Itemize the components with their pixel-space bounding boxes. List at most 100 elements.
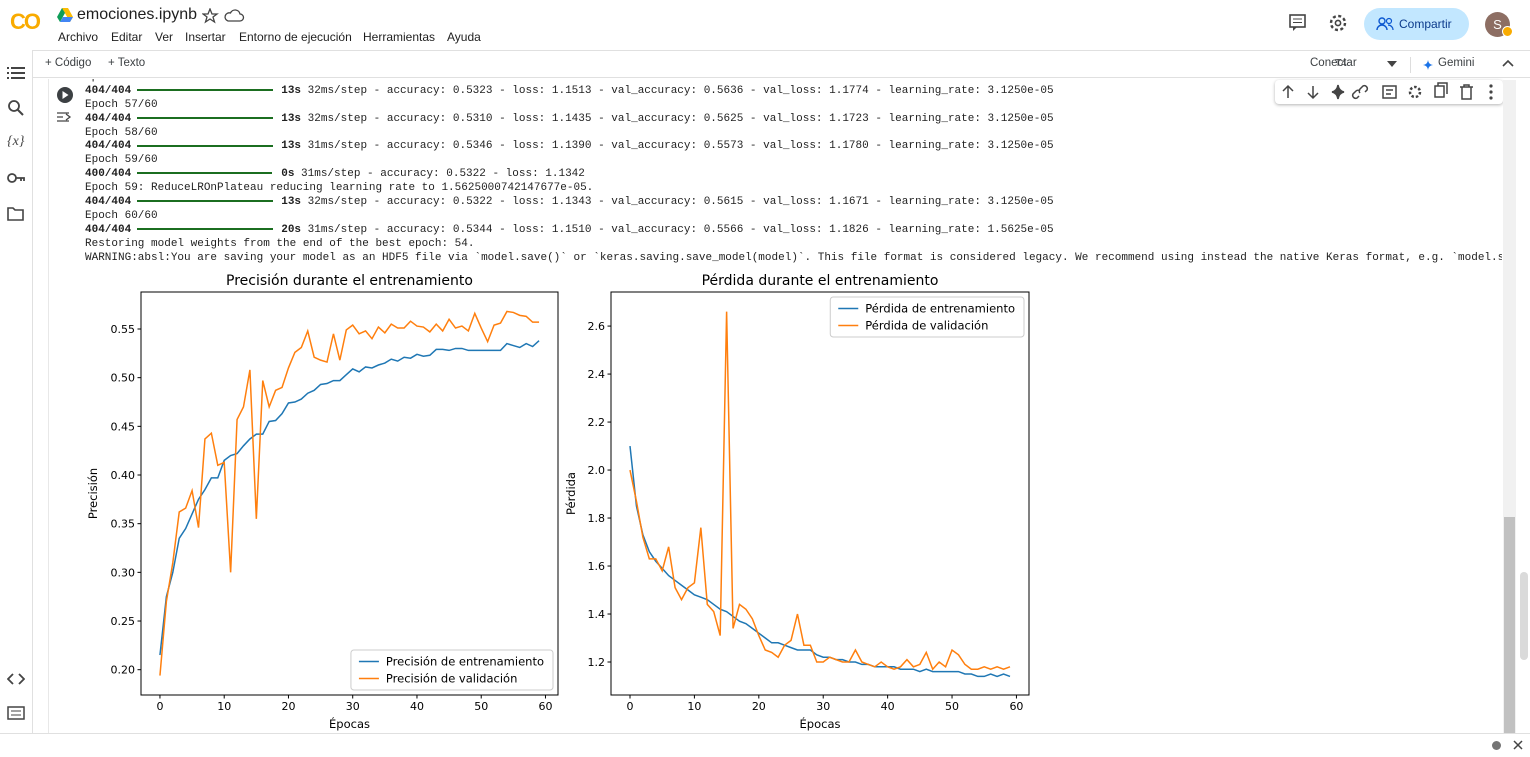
output-line: Epoch 59/60 xyxy=(85,154,1502,168)
progress-bar xyxy=(137,172,273,175)
output-line: 404/404 13s 31ms/step - accuracy: 0.5346 … xyxy=(85,140,1502,154)
variables-icon[interactable]: {x} xyxy=(7,134,25,149)
step-time: 13s xyxy=(281,196,302,209)
progress-bar xyxy=(137,144,274,147)
x-tick-label: 40 xyxy=(410,700,424,713)
axes-frame xyxy=(140,291,559,696)
log-text: Epoch 58/60 xyxy=(85,126,158,139)
step-time: 0s xyxy=(281,168,295,181)
output-line: 404/404 20s 31ms/step - accuracy: 0.5344 … xyxy=(85,224,1502,238)
close-icon[interactable] xyxy=(1513,740,1523,750)
y-tick-label: 0.20 xyxy=(111,664,136,677)
menu-item[interactable]: Editar xyxy=(111,30,143,44)
log-text: Epoch 60/60 xyxy=(85,209,158,222)
dropdown-arrow[interactable] xyxy=(1387,61,1397,67)
connect[interactable]: Conectar xyxy=(1310,57,1357,69)
terminal-icon[interactable] xyxy=(7,706,25,720)
progress-fill xyxy=(137,172,272,175)
gemini-icon xyxy=(1423,60,1433,70)
search-icon[interactable] xyxy=(8,100,24,116)
log-text: 31ms/step - accuracy: 0.5344 - loss: 1.1… xyxy=(307,223,1054,236)
axes-frame xyxy=(610,291,1030,696)
files-icon[interactable] xyxy=(7,207,24,221)
progress-steps: 404/404 xyxy=(85,196,132,209)
x-tick-label: 60 xyxy=(538,700,552,713)
progress-steps: 404/404 xyxy=(85,140,132,153)
progress-bar xyxy=(137,200,274,203)
plot-area xyxy=(611,292,1029,695)
x-axis-label: Épocas xyxy=(800,716,841,731)
cell-toolbar-icons[interactable] xyxy=(1275,80,1503,104)
log-text: Epoch 59/60 xyxy=(85,154,158,167)
step-time: 13s xyxy=(281,112,302,125)
legend-label: Pérdida de validación xyxy=(865,319,988,333)
cell-border xyxy=(48,79,49,733)
status-bar xyxy=(0,733,1530,757)
menu-item[interactable]: Herramientas xyxy=(363,30,436,44)
add-text[interactable]: + Texto xyxy=(108,57,146,69)
chart-title: Pérdida durante el entrenamiento xyxy=(702,273,939,289)
header-icons[interactable] xyxy=(1288,13,1350,33)
scrollbar-thumb[interactable] xyxy=(1504,517,1515,733)
code-snippets-icon[interactable] xyxy=(7,673,25,685)
y-tick-label: 1.6 xyxy=(588,560,606,573)
avatar-badge xyxy=(1502,26,1513,37)
y-tick-label: 0.45 xyxy=(111,420,136,433)
menu-item[interactable]: Entorno de ejecución xyxy=(239,30,352,44)
legend-box xyxy=(350,649,554,691)
collapse-arrow[interactable] xyxy=(1502,59,1514,67)
share-label: Compartir xyxy=(1399,17,1452,31)
secrets-icon[interactable] xyxy=(7,172,25,184)
legend-box xyxy=(829,296,1025,338)
series-line xyxy=(629,445,1011,678)
runtime-type: T4 xyxy=(1335,58,1347,69)
divider xyxy=(1410,57,1411,73)
log-text: 32ms/step - accuracy: 0.5310 - loss: 1.1… xyxy=(307,112,1054,125)
y-tick-label: 0.35 xyxy=(111,518,136,531)
progress-fill xyxy=(137,200,274,203)
progress-bar xyxy=(137,88,274,91)
menu-item[interactable]: Ver xyxy=(155,30,174,44)
progress-steps: 404/404 xyxy=(85,223,132,236)
sidebar: {x} xyxy=(0,50,33,733)
status-dot xyxy=(1492,741,1501,750)
toolbar: + Código + Texto Conectar T4 Gemini xyxy=(0,50,1530,78)
notebook-title[interactable]: emociones.ipynb xyxy=(77,6,198,23)
log-text: 32ms/step - accuracy: 0.5323 - loss: 1.1… xyxy=(307,84,1054,97)
page-scrollbar-thumb[interactable] xyxy=(1520,572,1528,660)
menu-item[interactable]: Archivo xyxy=(58,30,99,44)
legend-label: Precisión de validación xyxy=(386,672,517,686)
gemini[interactable]: Gemini xyxy=(1438,57,1475,69)
charts: 0 10 20 30 40 50 60 0.20 0.25 0.30 0.35 0.40 0.45 0.5… xyxy=(86,273,1030,731)
progress-fill xyxy=(137,227,274,230)
scrollbar-track xyxy=(1503,80,1516,733)
progress-steps: 404/404 xyxy=(85,112,132,125)
log-text: Epoch 57/60 xyxy=(85,98,158,111)
y-tick-label: 2.4 xyxy=(588,368,606,381)
x-tick-label: 60 xyxy=(1009,700,1023,713)
log-text: 31ms/step - accuracy: 0.5346 - loss: 1.1… xyxy=(307,140,1054,153)
add-code[interactable]: + Código xyxy=(45,57,92,69)
output-line: 404/404 13s 32ms/step - accuracy: 0.5322 … xyxy=(85,196,1502,210)
log-text: Epoch 59: ReduceLROnPlateau reducing lea… xyxy=(85,182,594,195)
menu-item[interactable]: Ayuda xyxy=(447,30,481,44)
output-icon[interactable] xyxy=(57,112,72,122)
logo[interactable]: CO xyxy=(10,9,41,34)
toc-icon[interactable] xyxy=(7,66,25,80)
y-axis-label: Pérdida xyxy=(564,472,578,515)
progress-fill xyxy=(137,144,274,147)
progress-steps: 404/404 xyxy=(85,84,132,97)
log-text: 31ms/step - accuracy: 0.5322 - loss: 1.1… xyxy=(301,168,585,181)
y-tick-label: 1.4 xyxy=(588,608,606,621)
step-time: 13s xyxy=(281,84,302,97)
share-button[interactable]: Compartir xyxy=(1364,8,1469,40)
plot-area xyxy=(141,292,558,695)
title-icons xyxy=(202,8,245,24)
y-tick-label: 0.30 xyxy=(111,566,136,579)
menu-item[interactable]: Insertar xyxy=(185,30,226,44)
output-line: Epoch 58/60 xyxy=(85,127,1502,141)
progress-bar xyxy=(137,227,274,230)
legend-label: Precisión de entrenamiento xyxy=(386,655,544,669)
